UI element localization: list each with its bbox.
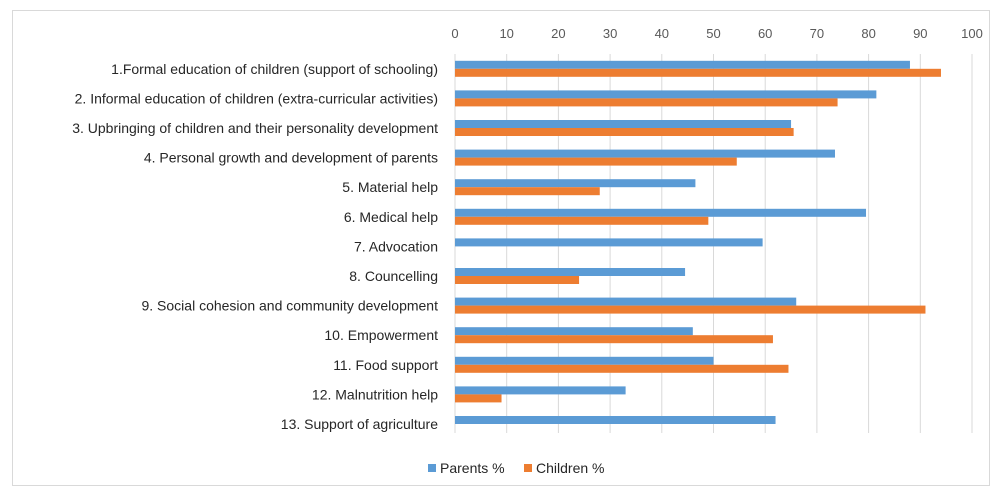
category-label: 1.Formal education of children (support …: [111, 61, 438, 77]
legend-swatch-children: [524, 464, 532, 472]
category-label: 2. Informal education of children (extra…: [75, 90, 438, 106]
bar-children: [455, 276, 580, 284]
bar-parents: [455, 327, 693, 336]
category-label: 7. Advocation: [354, 238, 438, 254]
bar-parents: [455, 60, 910, 69]
bar-children: [455, 157, 737, 166]
bar-parents: [455, 416, 776, 424]
bar-parents: [455, 386, 626, 395]
x-tick-label: 80: [861, 26, 875, 41]
bar-parents: [455, 208, 867, 217]
x-tick-label: 40: [655, 26, 669, 41]
legend-label-children: Children %: [536, 460, 604, 476]
x-axis-ticks: 0 10 20 30 40 50 60 70 80 90 100: [451, 26, 982, 41]
bar-parents: [455, 356, 714, 365]
bar-children: [455, 98, 838, 107]
chart-frame: [12, 10, 990, 486]
bar-children: [455, 335, 773, 344]
bar-children: [455, 305, 926, 314]
bar-parents: [455, 238, 763, 247]
x-tick-label: 60: [758, 26, 772, 41]
x-tick-label: 100: [961, 26, 983, 41]
legend: Parents % Children %: [428, 460, 604, 476]
category-labels: 1.Formal education of children (support …: [72, 61, 438, 432]
category-label: 12. Malnutrition help: [312, 386, 438, 402]
bar-children: [455, 187, 600, 196]
bar-children: [455, 68, 941, 77]
bar-parents: [455, 149, 835, 158]
category-label: 8. Councelling: [349, 268, 438, 284]
category-label: 4. Personal growth and development of pa…: [144, 150, 438, 166]
bar-children: [455, 128, 794, 136]
category-label: 5. Material help: [342, 179, 438, 195]
legend-swatch-parents: [428, 464, 436, 472]
category-label: 3. Upbringing of children and their pers…: [72, 120, 438, 136]
category-label: 10. Empowerment: [324, 327, 438, 343]
bar-children: [455, 394, 502, 403]
bar-parents: [455, 90, 877, 99]
x-tick-label: 20: [551, 26, 565, 41]
bar-parents: [455, 120, 792, 128]
bar-parents: [455, 297, 797, 306]
bar-children: [455, 216, 709, 225]
category-label: 9. Social cohesion and community develop…: [141, 298, 438, 314]
category-label: 6. Medical help: [344, 209, 438, 225]
x-tick-label: 10: [499, 26, 513, 41]
x-tick-label: 90: [913, 26, 927, 41]
x-tick-label: 0: [451, 26, 458, 41]
x-tick-label: 50: [706, 26, 720, 41]
x-tick-label: 70: [810, 26, 824, 41]
x-tick-label: 30: [603, 26, 617, 41]
bar-parents: [455, 179, 696, 188]
bars: [455, 60, 941, 424]
bar-children: [455, 364, 789, 373]
bar-parents: [455, 268, 686, 276]
category-label: 13. Support of agriculture: [281, 416, 438, 432]
legend-label-parents: Parents %: [440, 460, 505, 476]
category-label: 11. Food support: [333, 357, 438, 373]
